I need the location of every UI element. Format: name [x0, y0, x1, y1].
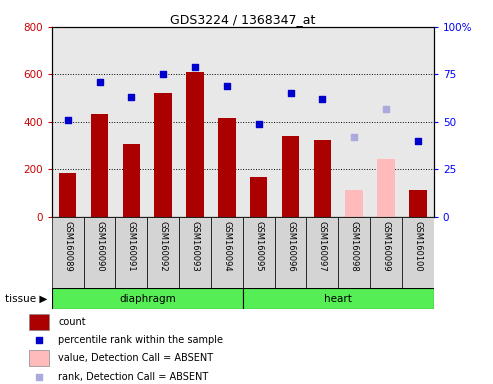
Text: diaphragm: diaphragm [119, 293, 176, 304]
Point [351, 134, 358, 140]
Title: GDS3224 / 1368347_at: GDS3224 / 1368347_at [170, 13, 316, 26]
Text: GSM160090: GSM160090 [95, 220, 104, 271]
Bar [147, 217, 179, 290]
Bar [370, 217, 402, 290]
Text: GSM160089: GSM160089 [63, 220, 72, 271]
Bar [84, 217, 115, 290]
Point [223, 83, 231, 89]
Bar [52, 288, 243, 309]
Bar [186, 72, 204, 217]
Bar [275, 217, 307, 290]
Text: value, Detection Call = ABSENT: value, Detection Call = ABSENT [58, 353, 213, 364]
Text: tissue ▶: tissue ▶ [5, 293, 47, 304]
Bar [91, 114, 108, 217]
Bar [243, 217, 275, 290]
Text: GSM160097: GSM160097 [318, 220, 327, 271]
Bar [218, 118, 236, 217]
Bar [211, 217, 243, 290]
Bar [179, 217, 211, 290]
Point [127, 94, 135, 100]
Point [318, 96, 326, 102]
Bar [243, 288, 434, 309]
Bar [377, 159, 395, 217]
Text: count: count [58, 317, 86, 327]
Bar [52, 217, 84, 290]
Point [255, 121, 263, 127]
Text: GSM160092: GSM160092 [159, 220, 168, 271]
Text: GSM160091: GSM160091 [127, 220, 136, 271]
Bar [282, 136, 299, 217]
Text: percentile rank within the sample: percentile rank within the sample [58, 335, 223, 345]
Point [96, 79, 104, 85]
Bar [307, 217, 338, 290]
Point [191, 64, 199, 70]
Bar [29, 314, 49, 330]
Bar [338, 217, 370, 290]
Text: GSM160094: GSM160094 [222, 220, 231, 271]
Bar [250, 177, 268, 217]
Bar [346, 190, 363, 217]
Point [382, 106, 390, 112]
Bar [123, 144, 140, 217]
Bar [59, 173, 76, 217]
Text: GSM160098: GSM160098 [350, 220, 359, 271]
Bar [29, 351, 49, 366]
Bar [115, 217, 147, 290]
Bar [154, 93, 172, 217]
Text: GSM160100: GSM160100 [414, 220, 423, 271]
Text: GSM160095: GSM160095 [254, 220, 263, 271]
Bar [402, 217, 434, 290]
Point [35, 337, 43, 343]
Point [159, 71, 167, 78]
Text: rank, Detection Call = ABSENT: rank, Detection Call = ABSENT [58, 372, 209, 382]
Text: heart: heart [324, 293, 352, 304]
Text: GSM160099: GSM160099 [382, 220, 390, 271]
Point [35, 374, 43, 380]
Bar [314, 140, 331, 217]
Text: GSM160096: GSM160096 [286, 220, 295, 271]
Point [414, 138, 422, 144]
Point [286, 90, 294, 96]
Text: GSM160093: GSM160093 [190, 220, 200, 271]
Bar [409, 190, 426, 217]
Point [64, 117, 71, 123]
